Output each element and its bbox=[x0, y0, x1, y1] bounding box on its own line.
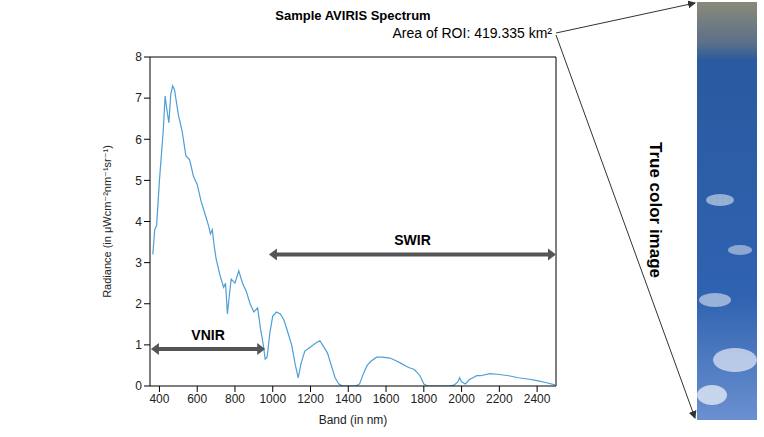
svg-text:Area of ROI: 419.335 km²: Area of ROI: 419.335 km² bbox=[392, 25, 552, 41]
svg-text:1600: 1600 bbox=[373, 392, 400, 406]
svg-text:SWIR: SWIR bbox=[394, 232, 431, 248]
svg-text:VNIR: VNIR bbox=[191, 327, 224, 343]
svg-text:800: 800 bbox=[225, 392, 245, 406]
svg-text:6: 6 bbox=[135, 133, 142, 147]
svg-text:True color image: True color image bbox=[646, 142, 665, 278]
svg-text:Sample AVIRIS Spectrum: Sample AVIRIS Spectrum bbox=[275, 8, 430, 23]
svg-text:1800: 1800 bbox=[410, 392, 437, 406]
svg-text:4: 4 bbox=[135, 215, 142, 229]
svg-text:1: 1 bbox=[135, 338, 142, 352]
svg-text:3: 3 bbox=[135, 256, 142, 270]
svg-text:0: 0 bbox=[135, 379, 142, 393]
svg-text:2: 2 bbox=[135, 297, 142, 311]
svg-text:Radiance (in μWcm⁻²nm⁻¹sr⁻¹): Radiance (in μWcm⁻²nm⁻¹sr⁻¹) bbox=[101, 145, 113, 298]
svg-text:1200: 1200 bbox=[297, 392, 324, 406]
svg-text:400: 400 bbox=[149, 392, 169, 406]
svg-text:7: 7 bbox=[135, 91, 142, 105]
svg-text:2200: 2200 bbox=[486, 392, 513, 406]
svg-text:2400: 2400 bbox=[524, 392, 551, 406]
svg-text:1400: 1400 bbox=[335, 392, 362, 406]
svg-text:2000: 2000 bbox=[448, 392, 475, 406]
svg-text:5: 5 bbox=[135, 174, 142, 188]
svg-text:1000: 1000 bbox=[259, 392, 286, 406]
svg-text:Band (in nm): Band (in nm) bbox=[319, 413, 388, 427]
svg-text:8: 8 bbox=[135, 50, 142, 64]
svg-text:600: 600 bbox=[187, 392, 207, 406]
